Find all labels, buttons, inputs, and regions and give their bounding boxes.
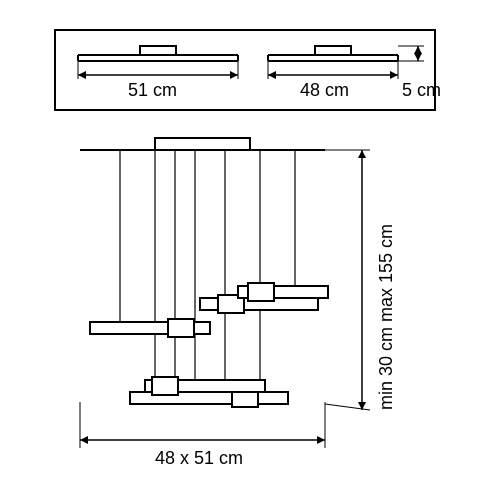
label-main-bottom: 48 x 51 cm bbox=[155, 448, 243, 469]
label-top-height: 5 cm bbox=[402, 80, 441, 101]
diagram-svg bbox=[0, 0, 500, 500]
label-main-vertical: min 30 cm max 155 cm bbox=[376, 150, 397, 410]
label-top-right: 48 cm bbox=[300, 80, 349, 101]
label-top-left: 51 cm bbox=[128, 80, 177, 101]
